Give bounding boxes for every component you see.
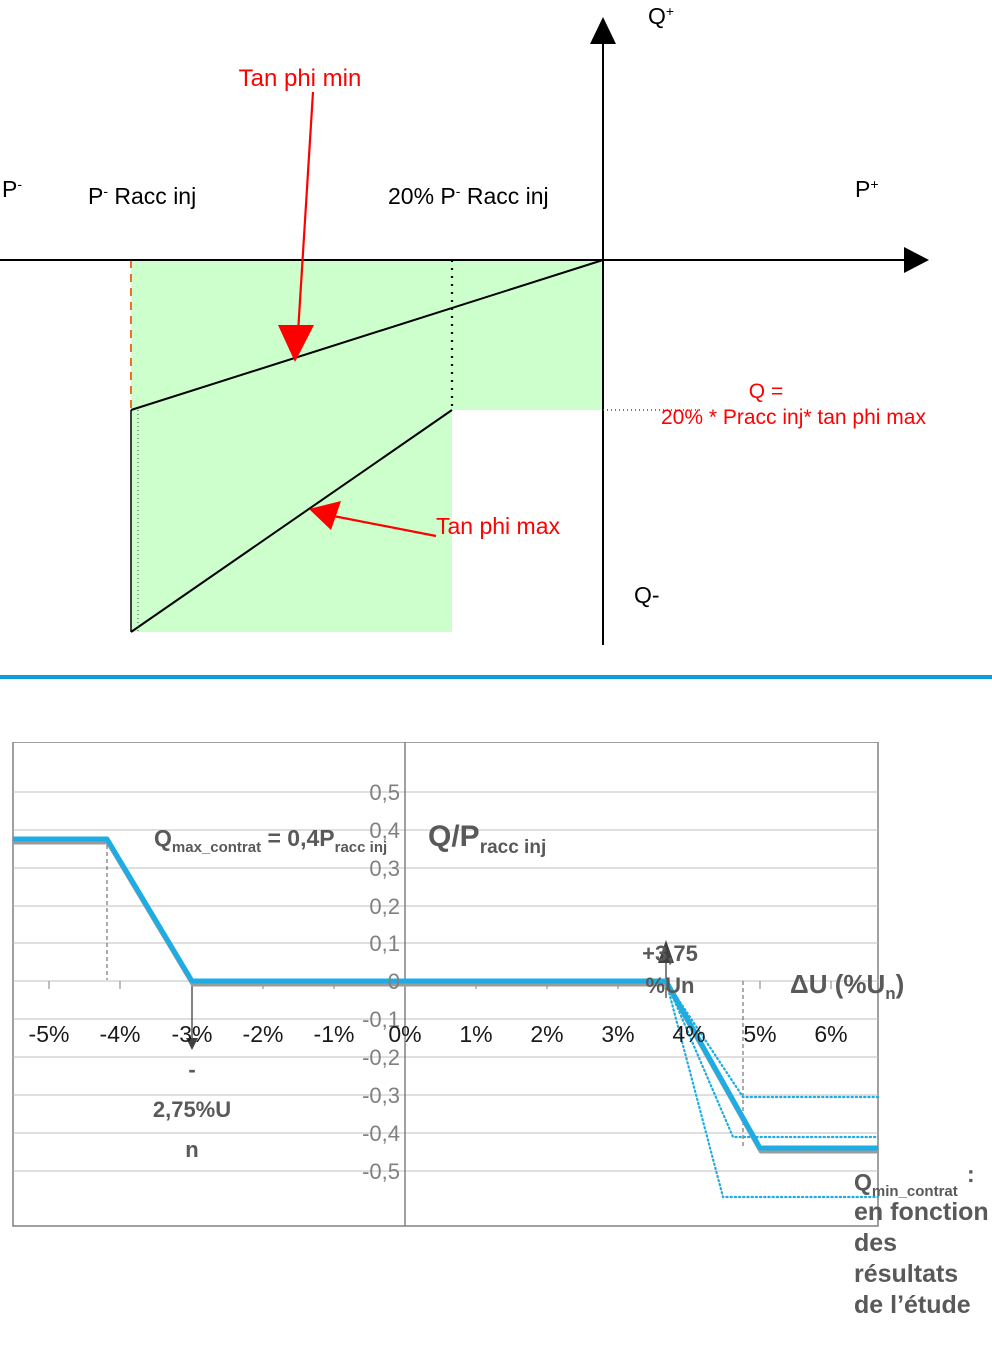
svg-text:en fonction: en fonction <box>854 1198 989 1226</box>
svg-text:Q+: Q+ <box>648 3 674 29</box>
svg-text:Qmin_contrat: Qmin_contrat <box>854 1169 958 1200</box>
svg-text:0,2: 0,2 <box>369 894 400 919</box>
svg-text:-2%: -2% <box>243 1021 284 1047</box>
svg-text:%Un: %Un <box>646 973 695 998</box>
svg-text:P- Racc inj: P- Racc inj <box>88 183 196 209</box>
svg-text:-1%: -1% <box>314 1021 355 1047</box>
svg-text:ΔU (%Un): ΔU (%Un) <box>790 969 904 1003</box>
svg-text:+3,75: +3,75 <box>642 941 698 966</box>
svg-text:Q-: Q- <box>634 582 660 608</box>
svg-text:20% * Pracc inj* tan phi max: 20% * Pracc inj* tan phi max <box>661 406 926 429</box>
svg-text:de l’étude: de l’étude <box>854 1291 971 1319</box>
svg-text:-3%: -3% <box>172 1021 213 1047</box>
svg-text:-5%: -5% <box>29 1021 70 1047</box>
svg-text:2%: 2% <box>530 1021 563 1047</box>
svg-text:20% P- Racc inj: 20% P- Racc inj <box>388 183 549 209</box>
svg-text:P-: P- <box>2 176 22 202</box>
svg-text:0,1: 0,1 <box>369 931 400 956</box>
svg-text:4%: 4% <box>672 1021 705 1047</box>
svg-text::: : <box>967 1161 975 1187</box>
svg-text:Q/Pracc inj: Q/Pracc inj <box>428 820 546 858</box>
svg-text:0%: 0% <box>388 1021 421 1047</box>
svg-text:-: - <box>188 1057 195 1082</box>
svg-text:-4%: -4% <box>100 1021 141 1047</box>
svg-text:0,3: 0,3 <box>369 856 400 881</box>
svg-text:6%: 6% <box>814 1021 847 1047</box>
svg-text:2,75%U: 2,75%U <box>153 1097 231 1122</box>
svg-text:Tan phi min: Tan phi min <box>239 65 362 92</box>
svg-text:5%: 5% <box>743 1021 776 1047</box>
svg-text:Q =: Q = <box>749 380 783 403</box>
svg-text:Tan phi max: Tan phi max <box>436 513 561 539</box>
svg-text:-0,2: -0,2 <box>362 1045 400 1070</box>
svg-text:3%: 3% <box>601 1021 634 1047</box>
svg-text:résultats: résultats <box>854 1260 958 1288</box>
svg-text:P+: P+ <box>855 176 879 202</box>
svg-text:0: 0 <box>388 969 400 994</box>
svg-text:1%: 1% <box>459 1021 492 1047</box>
svg-text:-0,3: -0,3 <box>362 1083 400 1108</box>
svg-text:des: des <box>854 1229 897 1257</box>
svg-text:0,5: 0,5 <box>369 780 400 805</box>
